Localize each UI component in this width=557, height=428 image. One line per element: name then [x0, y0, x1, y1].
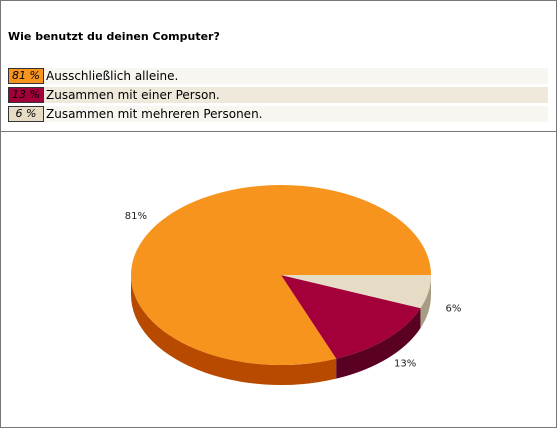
pie-side	[131, 275, 337, 385]
chart-title: Wie benutzt du deinen Computer?	[8, 30, 220, 43]
legend-swatch: 13 %	[8, 87, 44, 103]
data-label: 13%	[394, 358, 416, 369]
separator	[1, 131, 556, 132]
data-label: 81%	[125, 211, 147, 222]
pie-slice	[281, 275, 421, 359]
legend-item: 81 % Ausschließlich alleine.	[8, 68, 548, 84]
pie-slice	[131, 184, 432, 365]
pie-slice	[281, 275, 432, 309]
legend-label: Zusammen mit einer Person.	[46, 88, 220, 102]
pie-side	[336, 308, 421, 379]
pie-side	[420, 275, 432, 329]
legend-swatch: 81 %	[8, 68, 44, 84]
legend-item: 13 % Zusammen mit einer Person.	[8, 87, 548, 103]
legend-label: Zusammen mit mehreren Personen.	[46, 107, 263, 121]
data-label: 6%	[445, 304, 461, 315]
legend-swatch: 6 %	[8, 106, 44, 122]
legend-label: Ausschließlich alleine.	[46, 69, 179, 83]
legend-item: 6 % Zusammen mit mehreren Personen.	[8, 106, 548, 122]
